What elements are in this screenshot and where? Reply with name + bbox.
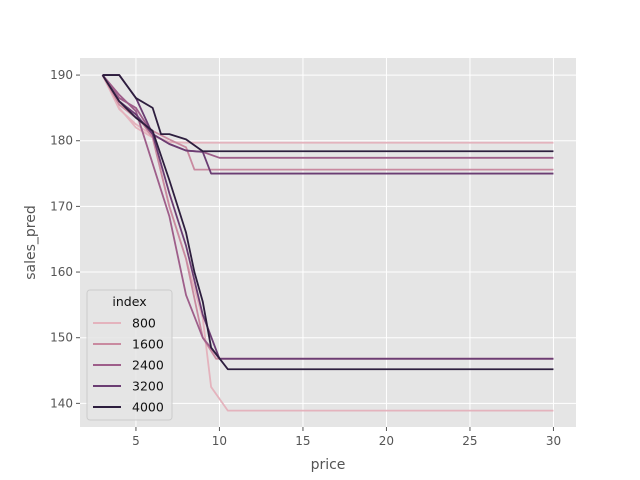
legend-label-2400: 2400 <box>132 358 164 373</box>
x-tick-label: 30 <box>546 434 561 448</box>
y-tick-label: 140 <box>50 396 73 410</box>
legend-label-1600: 1600 <box>132 337 164 352</box>
tick-labels: 5 10 15 20 25 30 140 150 160 170 180 190 <box>50 68 561 448</box>
x-axis-label: price <box>311 457 346 473</box>
y-tick-label: 170 <box>50 199 73 213</box>
y-tick-label: 150 <box>50 331 73 345</box>
x-tick-label: 15 <box>295 434 310 448</box>
legend-title: index <box>112 294 146 309</box>
y-tick-label: 160 <box>50 265 73 279</box>
legend-label-3200: 3200 <box>132 379 164 394</box>
x-tick-label: 5 <box>132 434 140 448</box>
legend-label-4000: 4000 <box>132 400 164 415</box>
x-tick-label: 10 <box>212 434 227 448</box>
y-tick-label: 190 <box>50 68 73 82</box>
x-tick-label: 25 <box>462 434 477 448</box>
series-lines <box>101 74 554 412</box>
legend-label-800: 800 <box>132 316 156 331</box>
y-axis-label: sales_pred <box>23 205 39 280</box>
series-line-1600 <box>101 74 554 171</box>
series-line-4000 <box>102 74 554 153</box>
legend: index 800 1600 2400 3200 4000 <box>86 289 173 421</box>
x-tick-label: 20 <box>379 434 394 448</box>
series-line-4000 <box>101 74 554 371</box>
y-tick-label: 180 <box>50 134 73 148</box>
